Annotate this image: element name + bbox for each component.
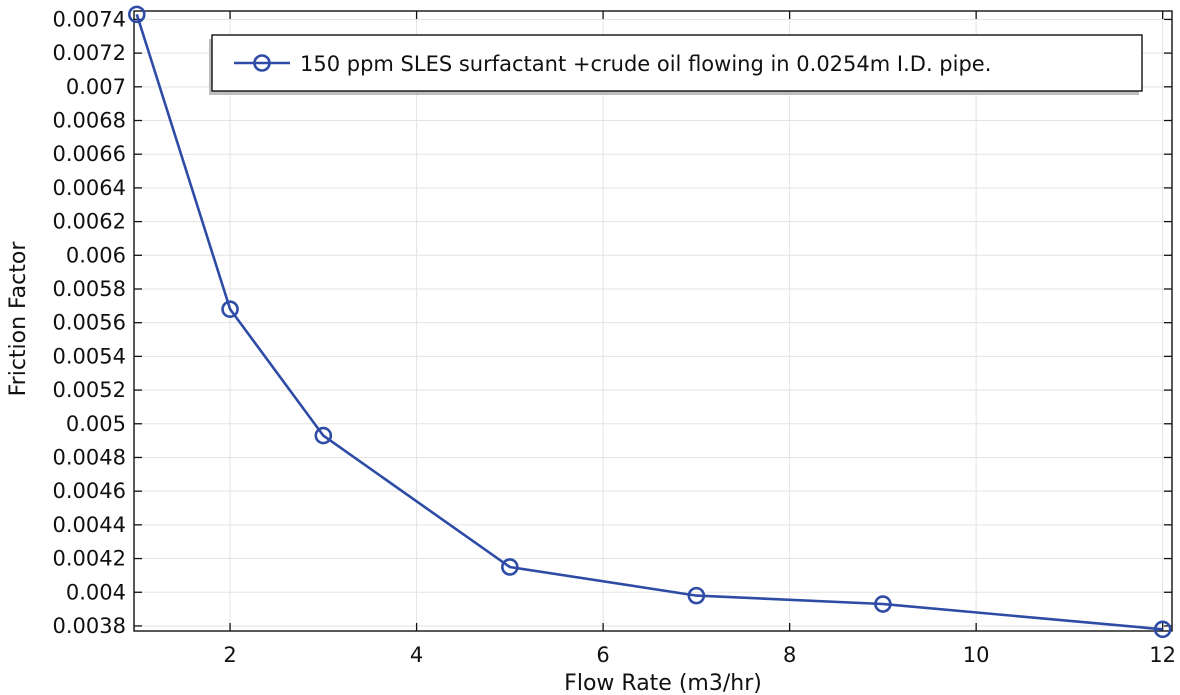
x-tick-label: 2 xyxy=(223,643,236,667)
x-axis-title: Flow Rate (m3/hr) xyxy=(564,671,762,695)
axis-ticks xyxy=(134,11,1172,631)
y-tick-label: 0.0038 xyxy=(53,614,126,638)
legend-box xyxy=(211,34,1143,92)
y-axis-title: Friction Factor xyxy=(6,241,31,397)
y-tick-label: 0.0042 xyxy=(53,547,126,571)
y-tick-label: 0.0052 xyxy=(53,378,126,402)
data-point xyxy=(221,300,239,319)
y-tick-label: 0.0058 xyxy=(53,277,126,301)
x-tick-label: 10 xyxy=(963,643,990,667)
y-tick-label: 0.0048 xyxy=(53,445,126,469)
y-tick-label: 0.0064 xyxy=(53,176,126,200)
legend: 150 ppm SLES surfactant +crude oil flowi… xyxy=(209,34,1143,95)
data-point xyxy=(687,586,706,605)
y-tick-label: 0.007 xyxy=(66,75,126,99)
x-tick-label: 12 xyxy=(1149,643,1176,667)
y-tick-label: 0.0054 xyxy=(53,344,126,368)
y-tick-label: 0.0066 xyxy=(53,142,126,166)
data-point xyxy=(314,426,333,445)
series-line xyxy=(135,14,1163,631)
y-tick-label: 0.0074 xyxy=(53,7,126,31)
y-tick-label: 0.0044 xyxy=(53,513,126,537)
tick-labels: 2 4 6 8 10 12 0.0038 0.004 0.0042 0.0044 0.0046 0.0… xyxy=(53,7,1177,667)
y-tick-label: 0.004 xyxy=(66,580,126,604)
y-tick-label: 0.0062 xyxy=(53,210,126,234)
y-tick-label: 0.0046 xyxy=(53,479,126,503)
y-tick-label: 0.0068 xyxy=(53,109,126,133)
legend-series-marker xyxy=(253,54,271,72)
data-point xyxy=(874,595,892,613)
y-tick-label: 0.0056 xyxy=(53,311,126,335)
y-tick-label: 0.0072 xyxy=(53,41,126,65)
x-tick-label: 8 xyxy=(783,643,796,667)
data-point xyxy=(501,558,519,576)
gridlines xyxy=(134,11,1172,631)
y-tick-label: 0.006 xyxy=(66,243,126,267)
y-tick-label: 0.005 xyxy=(66,412,126,436)
plot-area xyxy=(133,10,1173,632)
data-point xyxy=(1153,620,1172,639)
series-group xyxy=(127,5,1172,639)
data-point xyxy=(127,5,146,24)
x-tick-label: 6 xyxy=(596,643,609,667)
x-tick-label: 4 xyxy=(410,643,423,667)
legend-series-label: 150 ppm SLES surfactant +crude oil flowi… xyxy=(300,52,991,76)
